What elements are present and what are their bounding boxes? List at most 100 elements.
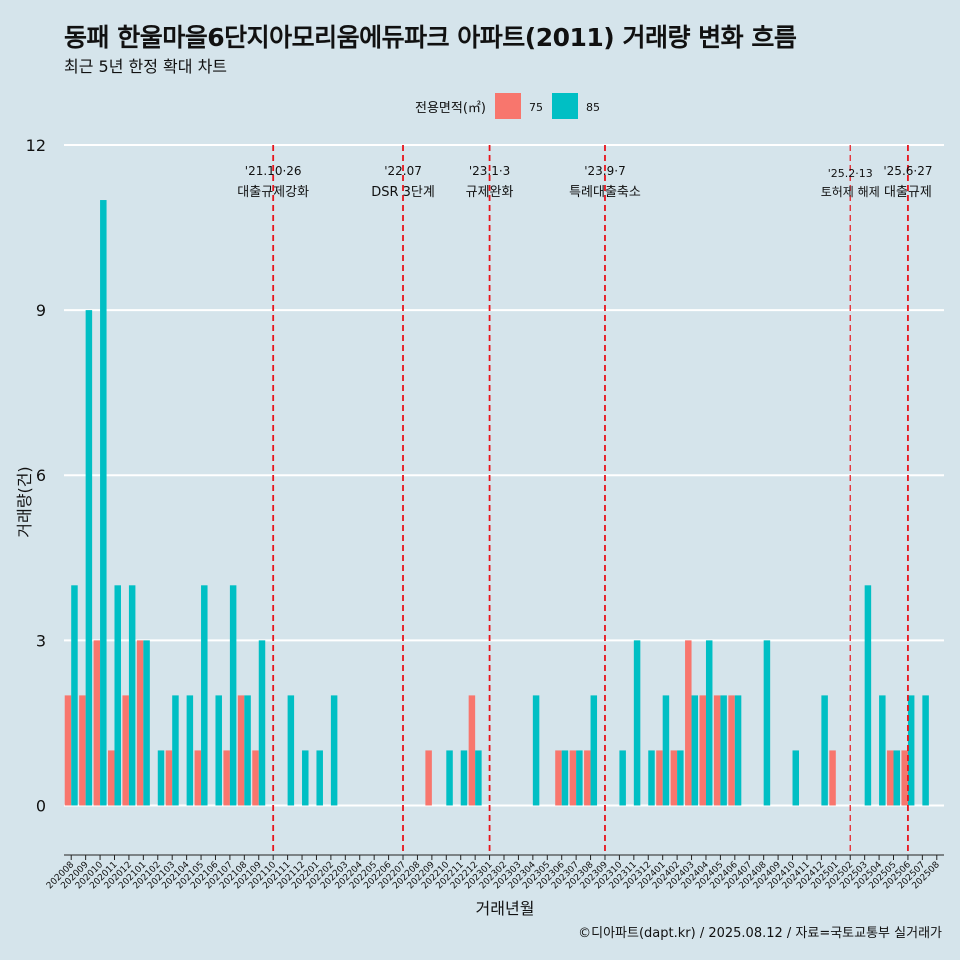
bar-202404-85 xyxy=(705,640,713,806)
event-label: 토허제 해제 xyxy=(821,185,880,199)
bar-202108-75 xyxy=(237,695,245,806)
y-tick-label: 9 xyxy=(36,301,46,320)
bar-202109-85 xyxy=(258,640,266,806)
bar-202504-85 xyxy=(879,695,886,806)
bar-202212-85 xyxy=(475,750,482,806)
event-date: '23.1·3 xyxy=(469,164,510,178)
bar-202307-75 xyxy=(569,750,577,806)
bar-202211-85 xyxy=(460,750,468,806)
bar-202306-85 xyxy=(561,750,569,806)
y-tick-label: 12 xyxy=(26,136,46,155)
bar-202010-75 xyxy=(93,640,101,806)
bar-202012-75 xyxy=(122,695,129,806)
event-label: 특례대출축소 xyxy=(569,185,641,200)
event-date: '25.6·27 xyxy=(883,164,932,178)
bar-202112-85 xyxy=(302,750,309,806)
bar-202406-85 xyxy=(734,695,742,806)
legend: 전용면적(㎡) 75 85 xyxy=(415,93,600,119)
bar-202109-75 xyxy=(252,750,259,806)
bar-202101-75 xyxy=(136,640,144,806)
bar-202111-85 xyxy=(287,695,295,806)
event-label: 대출규제 xyxy=(884,185,932,200)
chart-subtitle: 최근 5년 한정 확대 차트 xyxy=(64,57,228,76)
bar-202405-75 xyxy=(713,695,721,806)
bar-202505-85 xyxy=(893,750,900,806)
x-axis: 2020082020092020102020112020122021012021… xyxy=(45,854,944,891)
bar-202506-85 xyxy=(907,695,915,806)
bar-202503-85 xyxy=(864,585,872,806)
bar-202010-85 xyxy=(100,200,107,806)
gridlines: 0 3 6 9 12 xyxy=(26,136,944,815)
bar-202101-85 xyxy=(143,640,150,806)
bar-202008-85 xyxy=(71,585,78,806)
bar-202105-75 xyxy=(194,750,202,806)
bar-202506-75 xyxy=(901,750,908,806)
bar-202308-75 xyxy=(584,750,591,806)
bar-202304-85 xyxy=(532,695,540,806)
legend-label-85: 85 xyxy=(586,101,600,114)
legend-label-75: 75 xyxy=(529,101,543,114)
bar-202102-85 xyxy=(157,750,165,806)
event-label: 규제완화 xyxy=(466,185,514,200)
event-date: '25.2·13 xyxy=(828,167,873,180)
bar-202403-85 xyxy=(691,695,699,806)
event-date: '21.10·26 xyxy=(245,164,302,178)
bar-202212-75 xyxy=(468,695,476,806)
bar-202011-75 xyxy=(108,750,115,806)
bar-202106-85 xyxy=(215,695,222,806)
bar-202201-85 xyxy=(316,750,323,806)
event-lines: '21.10·26 대출규제강화 '22.07 DSR 3단계 '23.1·3 규제완화 '… xyxy=(237,145,932,855)
bar-202107-75 xyxy=(223,750,230,806)
bar-202012-85 xyxy=(128,585,136,806)
bar-202311-85 xyxy=(633,640,641,806)
y-tick-label: 6 xyxy=(36,466,46,485)
event-label: DSR 3단계 xyxy=(371,185,435,200)
bar-202404-75 xyxy=(699,695,706,806)
bar-202405-85 xyxy=(720,695,727,806)
bar-202107-85 xyxy=(229,585,237,806)
bar-202210-85 xyxy=(446,750,453,806)
bar-202009-75 xyxy=(79,695,86,806)
event-date: '23.9·7 xyxy=(584,164,625,178)
legend-swatch-75 xyxy=(495,93,521,119)
chart-title: 동패 한울마을6단지아모리움에듀파크 아파트(2011) 거래량 변화 흐름 xyxy=(64,23,797,52)
bar-202412-85 xyxy=(821,695,828,806)
bar-202104-85 xyxy=(186,695,194,806)
bar-202507-85 xyxy=(922,695,929,806)
bar-202505-75 xyxy=(887,750,894,806)
bar-202306-75 xyxy=(555,750,562,806)
y-tick-label: 0 xyxy=(36,796,46,815)
bar-202105-85 xyxy=(201,585,208,806)
bar-202108-85 xyxy=(244,695,251,806)
bar-202402-85 xyxy=(677,750,684,806)
bar-202103-85 xyxy=(172,695,179,806)
y-tick-label: 3 xyxy=(36,631,46,650)
event-date: '22.07 xyxy=(384,164,422,178)
bar-202406-75 xyxy=(728,695,735,806)
source-caption: ©디아파트(dapt.kr) / 2025.08.12 / 자료=국토교통부 실… xyxy=(578,926,942,941)
bar-202401-75 xyxy=(656,750,663,806)
bar-202501-75 xyxy=(829,750,836,806)
x-axis-label: 거래년월 xyxy=(476,899,535,918)
bar-202310-85 xyxy=(619,750,626,806)
bars xyxy=(64,200,929,806)
event-label: 대출규제강화 xyxy=(237,185,309,200)
legend-title: 전용면적(㎡) xyxy=(415,101,486,116)
bar-202403-75 xyxy=(685,640,692,806)
bar-202209-75 xyxy=(425,750,432,806)
bar-202307-85 xyxy=(576,750,583,806)
bar-202401-85 xyxy=(662,695,670,806)
bar-202202-85 xyxy=(330,695,338,806)
bar-202103-75 xyxy=(165,750,173,806)
legend-swatch-85 xyxy=(552,93,578,119)
bar-202011-85 xyxy=(114,585,121,806)
bar-202312-85 xyxy=(648,750,655,806)
bar-202308-85 xyxy=(590,695,598,806)
bar-202008-75 xyxy=(64,695,72,806)
bar-202402-75 xyxy=(670,750,678,806)
bar-202410-85 xyxy=(792,750,800,806)
y-axis-label: 거래량(건) xyxy=(15,466,34,537)
bar-202408-85 xyxy=(763,640,771,806)
